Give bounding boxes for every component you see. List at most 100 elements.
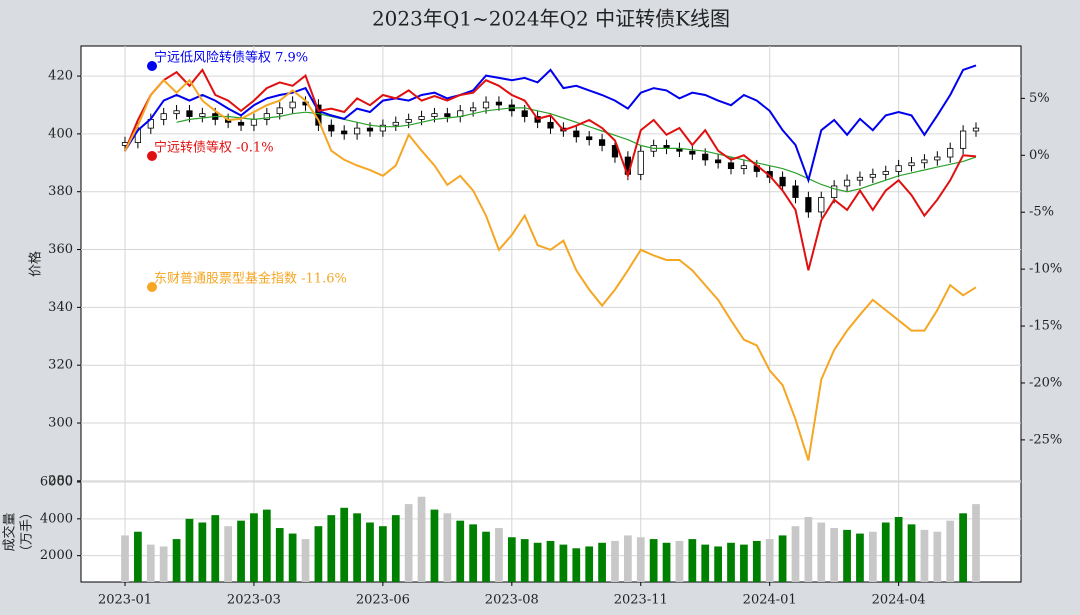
candle-body <box>921 159 928 164</box>
candle-body <box>276 107 283 115</box>
chart-title: 2023年Q1~2024年Q2 中证转债K线图 <box>372 7 730 31</box>
candle-body <box>431 113 438 117</box>
volume-bar <box>804 516 813 582</box>
candle-body <box>328 124 335 132</box>
candle-body <box>418 116 425 120</box>
volume-bar <box>262 509 271 582</box>
volume-bar <box>159 546 168 582</box>
candle-body <box>947 147 954 158</box>
legend-marker <box>147 282 157 292</box>
volume-bar <box>701 544 710 582</box>
y-tick-label: 380 <box>48 184 73 199</box>
candle-body <box>843 179 851 187</box>
volume-bar <box>959 513 967 582</box>
legend-label: 宁远转债等权 -0.1% <box>154 140 274 156</box>
volume-bar <box>688 539 697 582</box>
candle-body <box>727 162 735 169</box>
candle-body <box>586 136 593 141</box>
y2-tick-label: -5% <box>1029 205 1054 220</box>
y-tick-label: 360 <box>48 242 73 257</box>
candle-body <box>495 101 503 106</box>
candle-body <box>934 156 941 161</box>
volume-bar <box>727 542 735 582</box>
volume-bar <box>430 509 439 582</box>
volume-bar <box>469 524 478 582</box>
x-tick-label: 2024-04 <box>872 593 926 608</box>
volume-bar <box>933 531 942 582</box>
series-line <box>124 64 977 184</box>
volume-bar <box>662 542 671 582</box>
series-line <box>124 68 977 271</box>
candle-body <box>895 165 902 172</box>
volume-bar <box>314 526 323 582</box>
volume-bar <box>134 531 142 582</box>
y-tick-label: 400 <box>48 126 73 141</box>
candle-body <box>611 145 619 158</box>
candle-body <box>972 127 980 132</box>
volume-bar <box>868 531 877 582</box>
volume-bar <box>559 544 568 582</box>
y2-tick-label: 0% <box>1029 148 1050 163</box>
candle-body <box>405 119 412 123</box>
volume-bar <box>817 522 826 582</box>
volume-bar <box>611 540 619 582</box>
volume-bar <box>301 539 310 582</box>
volume-bar <box>379 526 387 582</box>
volume-bar <box>546 540 555 582</box>
candle-body <box>470 107 477 112</box>
volume-bar <box>353 513 361 582</box>
volume-bar <box>778 535 787 582</box>
volume-bar <box>907 524 916 582</box>
volume-bar <box>830 528 839 582</box>
moving-average <box>176 107 977 193</box>
candle-body <box>521 110 528 117</box>
y2-tick-label: -25% <box>1029 432 1062 447</box>
volume-bar <box>520 539 529 582</box>
volume-bar <box>856 533 864 582</box>
volume-bar <box>765 539 774 582</box>
series-line <box>124 78 977 461</box>
candle-body <box>702 153 709 161</box>
volume-axis-label: 成交量 <box>2 512 18 551</box>
volume-bar <box>172 539 181 582</box>
volume-bar <box>404 504 413 582</box>
volume-bar <box>366 522 374 582</box>
volume-bar <box>972 504 980 582</box>
candle-body <box>818 197 825 213</box>
x-tick-label: 2023-03 <box>227 593 281 608</box>
volume-bar <box>533 542 542 582</box>
y-tick-label: 340 <box>48 300 73 315</box>
volume-bar <box>585 546 594 582</box>
volume-bar <box>340 507 349 582</box>
volume-bar <box>740 544 748 582</box>
volume-bar <box>714 546 722 582</box>
y2-tick-label: -20% <box>1029 375 1062 390</box>
candle-body <box>869 173 876 178</box>
volume-bar <box>237 520 245 582</box>
candle-body <box>366 127 374 132</box>
x-tick-label: 2023-01 <box>98 593 152 608</box>
volume-tick-label: 6000 <box>40 475 73 490</box>
volume-bar <box>881 522 890 582</box>
candle-body <box>199 113 206 117</box>
volume-bar <box>623 535 632 582</box>
candle-body <box>341 130 348 135</box>
candle-body <box>637 150 644 175</box>
volume-bar <box>791 526 800 582</box>
volume-bar <box>391 515 400 582</box>
legend-marker <box>147 151 157 161</box>
volume-bar <box>224 526 233 582</box>
volume-tick-label: 4000 <box>40 511 73 526</box>
volume-bar <box>843 529 851 582</box>
price-panel <box>80 45 1022 483</box>
volume-bar <box>894 516 903 582</box>
volume-bar <box>275 528 284 582</box>
candle-body <box>831 185 838 198</box>
volume-bar <box>752 540 761 582</box>
candle-body <box>173 110 180 115</box>
x-tick-label: 2023-06 <box>356 593 410 608</box>
candle-body <box>237 121 245 126</box>
volume-bar <box>211 515 220 582</box>
candle-body <box>689 150 696 155</box>
volume-bar <box>482 531 490 582</box>
